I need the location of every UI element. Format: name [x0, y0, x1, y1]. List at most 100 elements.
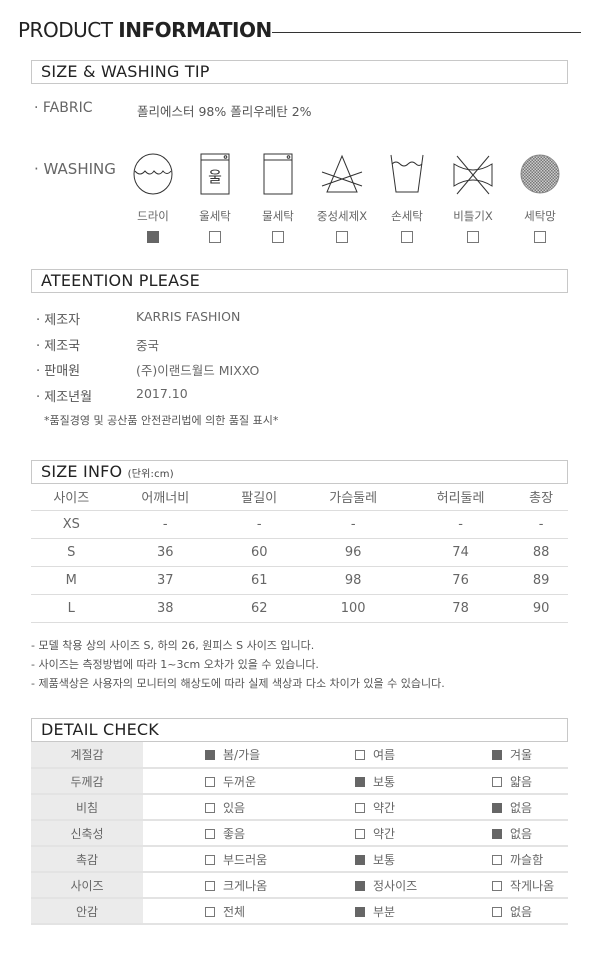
water-wash-icon [263, 153, 293, 195]
detail-label: 계절감 [31, 742, 143, 769]
attention-key: · 제조자 [36, 313, 81, 328]
detail-check-table: 계절감 봄/가을 여름 겨울 두께감 두꺼운 보통 얇음 비침 있음 약간 없음 신축성 좋음 약간 없음 촉감… [31, 742, 568, 925]
size-cell: 89 [514, 566, 568, 595]
title-bold: INFORMATION [118, 18, 272, 42]
detail-option: 부분 [293, 898, 430, 925]
detail-option-label: 크게나옴 [223, 878, 268, 893]
detail-checkbox[interactable] [492, 906, 502, 917]
detail-checkbox[interactable] [492, 802, 502, 813]
size-cell: S [31, 538, 112, 567]
washing-item: 손세탁 [377, 152, 437, 247]
size-row: XS - - - - - [31, 510, 568, 539]
attention-key: · 제조년월 [36, 389, 93, 405]
size-cell: 88 [514, 538, 568, 567]
section-header-attention: ATEENTION PLEASE [31, 269, 568, 293]
size-cell: 60 [218, 538, 300, 567]
attention-value: 중국 [136, 337, 160, 353]
detail-checkbox[interactable] [205, 880, 215, 891]
detail-checkbox[interactable] [492, 776, 502, 787]
size-cell: - [406, 510, 515, 539]
detail-checkbox[interactable] [355, 880, 365, 891]
detail-label: 두께감 [31, 768, 143, 795]
washing-item: 중성세제X [312, 152, 372, 247]
detail-option: 크게나옴 [143, 872, 293, 899]
detail-checkbox[interactable] [492, 750, 502, 760]
detail-option-label: 약간 [373, 800, 396, 815]
section-header-detail: DETAIL CHECK [31, 718, 568, 742]
detail-label: 안감 [31, 898, 143, 925]
detail-option: 없음 [430, 794, 568, 821]
size-cell: 90 [514, 594, 568, 623]
size-header-cell: 사이즈 [31, 484, 112, 511]
detail-row: 비침 있음 약간 없음 [31, 794, 568, 821]
detail-option: 까슬함 [430, 846, 568, 873]
detail-option-label: 보통 [373, 852, 396, 867]
detail-row: 두께감 두꺼운 보통 얇음 [31, 768, 568, 795]
detail-label: 신축성 [31, 820, 143, 847]
detail-checkbox[interactable] [205, 906, 215, 917]
detail-checkbox[interactable] [355, 750, 365, 760]
detail-row: 계절감 봄/가을 여름 겨울 [31, 742, 568, 769]
washing-label: · WASHING [34, 160, 116, 178]
size-cell: - [111, 510, 219, 539]
fabric-value: 폴리에스터 98% 폴리우레탄 2% [137, 104, 312, 119]
washing-item-label: 손세탁 [391, 209, 423, 223]
washing-checkbox[interactable] [272, 231, 284, 243]
detail-option-label: 겨울 [510, 748, 533, 762]
detail-checkbox[interactable] [355, 828, 365, 839]
size-cell: 96 [299, 538, 407, 567]
size-note: - 제품색상은 사용자의 모니터의 해상도에 따라 실제 색상과 다소 차이가 … [31, 677, 445, 690]
detail-checkbox[interactable] [355, 906, 365, 917]
washing-checkbox[interactable] [401, 231, 413, 243]
detail-option: 봄/가을 [143, 742, 293, 769]
washing-checkbox[interactable] [534, 231, 546, 243]
detail-option: 얇음 [430, 768, 568, 795]
detail-option-label: 없음 [510, 904, 533, 919]
washing-item-label: 비틀기X [453, 209, 493, 223]
detail-checkbox[interactable] [492, 854, 502, 865]
detail-option-label: 부드러움 [223, 852, 268, 867]
size-row: L 38 62 100 78 90 [31, 594, 568, 623]
wool-wash-icon: 울 [200, 153, 230, 195]
detail-checkbox[interactable] [205, 750, 215, 760]
laundry-net-icon [520, 154, 560, 194]
detail-checkbox[interactable] [205, 828, 215, 839]
detail-option-label: 부분 [373, 904, 396, 919]
title-light: PRODUCT [18, 18, 119, 42]
size-row: S 36 60 96 74 88 [31, 538, 568, 567]
detail-option-label: 여름 [373, 748, 396, 762]
washing-checkbox[interactable] [467, 231, 479, 243]
size-cell: 38 [111, 594, 219, 623]
attention-value: KARRIS FASHION [136, 309, 241, 324]
detail-checkbox[interactable] [355, 854, 365, 865]
size-cell: 98 [299, 566, 407, 595]
detail-option: 전체 [143, 898, 293, 925]
washing-item-label: 물세탁 [262, 209, 294, 223]
detail-row: 촉감 부드러움 보통 까슬함 [31, 846, 568, 873]
size-header-cell: 팔길이 [218, 484, 300, 511]
detail-option: 작게나옴 [430, 872, 568, 899]
washing-item-label: 중성세제X [316, 209, 368, 223]
detail-checkbox[interactable] [492, 880, 502, 891]
detail-checkbox[interactable] [492, 828, 502, 839]
washing-item: 드라이 [123, 152, 183, 247]
detail-option-label: 얇음 [510, 774, 533, 789]
detail-option-label: 작게나옴 [510, 878, 555, 893]
size-cell: 100 [299, 594, 407, 623]
detail-checkbox[interactable] [355, 776, 365, 787]
washing-item-label: 드라이 [137, 209, 169, 223]
washing-checkbox[interactable] [209, 231, 221, 243]
detail-option: 좋음 [143, 820, 293, 847]
detail-option-label: 없음 [510, 800, 533, 815]
size-cell: L [31, 594, 112, 623]
detail-checkbox[interactable] [205, 854, 215, 865]
size-header-cell: 허리둘레 [406, 484, 515, 511]
detail-checkbox[interactable] [355, 802, 365, 813]
detail-option: 약간 [293, 820, 430, 847]
dry-clean-icon [133, 153, 173, 195]
detail-checkbox[interactable] [205, 776, 215, 787]
detail-label: 촉감 [31, 846, 143, 873]
washing-checkbox[interactable] [336, 231, 348, 243]
detail-checkbox[interactable] [205, 802, 215, 813]
washing-checkbox[interactable] [147, 231, 159, 243]
